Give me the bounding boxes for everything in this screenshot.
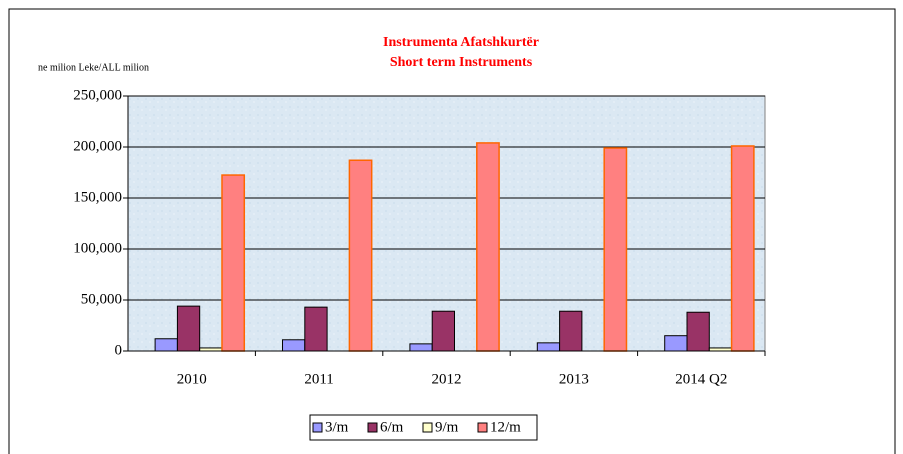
y-tick-label: 100,000 [73, 240, 122, 256]
legend-swatch [477, 422, 488, 433]
x-tick-label: 2014 Q2 [675, 371, 727, 387]
bar [409, 343, 433, 352]
bar [664, 335, 688, 352]
bar [221, 174, 246, 352]
bar [176, 305, 201, 352]
y-tick-label: 0 [115, 342, 123, 358]
legend-swatch [367, 422, 378, 433]
bar [154, 338, 178, 352]
chart-title: Instrumenta Afatshkurtër [383, 35, 539, 50]
y-tick-label: 50,000 [81, 291, 122, 307]
bar [431, 310, 455, 352]
y-tick-label: 200,000 [73, 138, 122, 154]
chart-subtitle: Short term Instruments [390, 55, 533, 70]
bar [282, 339, 306, 352]
bar [686, 311, 710, 352]
bar [603, 147, 628, 352]
legend-label: 12/m [490, 419, 521, 435]
legend-label: 6/m [380, 419, 404, 435]
bar [536, 342, 561, 352]
legend-swatch [422, 422, 433, 433]
bar [348, 159, 373, 352]
x-tick-label: 2013 [559, 371, 589, 387]
bar [559, 310, 583, 352]
y-tick-label: 150,000 [73, 189, 122, 205]
bar [730, 145, 755, 352]
legend-swatch [312, 422, 323, 433]
bar [304, 306, 328, 352]
x-tick-label: 2012 [432, 371, 462, 387]
legend-label: 9/m [435, 419, 459, 435]
legend-label: 3/m [325, 419, 349, 435]
y-tick-label: 250,000 [73, 87, 122, 103]
bar [476, 142, 500, 352]
y-axis-label: ne milion Leke/ALL milion [38, 62, 149, 73]
x-tick-label: 2011 [304, 371, 333, 387]
frame [8, 8, 896, 454]
x-tick-label: 2010 [177, 371, 207, 387]
